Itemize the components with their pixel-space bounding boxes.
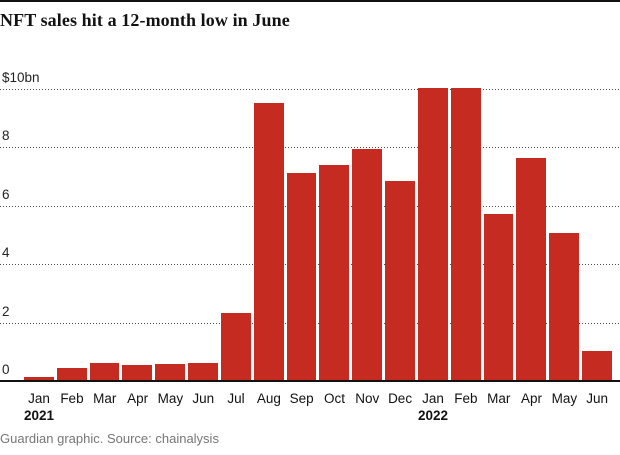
y-axis-tick-label: $10bn: [2, 70, 40, 85]
x-axis-label-feb-2021: Feb: [57, 391, 87, 423]
x-axis-month-label: Sep: [289, 391, 314, 406]
x-axis-label-jan-2022: Jan 2022: [418, 391, 448, 423]
x-axis-label-jul-2021: Jul: [221, 391, 251, 423]
x-axis-month-label: Jul: [227, 391, 245, 406]
x-axis-month-label: Apr: [521, 391, 543, 406]
x-axis-label-may-2022: May: [549, 391, 579, 423]
x-axis-month-label: Oct: [323, 391, 345, 406]
x-axis-label-aug-2021: Aug: [254, 391, 284, 423]
bar-series: [24, 88, 612, 380]
x-axis-month-label: Mar: [487, 391, 511, 406]
bar-jan-2022: [417, 88, 448, 380]
y-axis-tick-label: 8: [2, 128, 10, 144]
top-rule: [0, 0, 620, 2]
bar-mar-2021: [89, 362, 120, 380]
x-axis-label-jun-2021: Jun: [188, 391, 218, 423]
bar-feb-2022: [450, 88, 481, 380]
x-axis-year-label: 2021: [24, 408, 55, 423]
x-axis-month-label: May: [551, 391, 578, 406]
x-axis-month-label: Apr: [127, 391, 149, 406]
bar-apr-2021: [122, 365, 153, 380]
bar-apr-2022: [516, 158, 547, 380]
bar-may-2022: [549, 232, 580, 380]
x-axis-label-jun-2022: Jun: [582, 391, 612, 423]
x-axis-label-jan-2021: Jan 2021: [24, 391, 54, 423]
x-axis-label-dec-2021: Dec: [385, 391, 415, 423]
bar-aug-2021: [253, 102, 284, 380]
y-axis-tick-label: 0: [2, 362, 10, 377]
bar-nov-2021: [352, 149, 383, 380]
bar-jun-2022: [582, 350, 612, 380]
bar-jan-2021: [24, 377, 54, 380]
x-axis-month-label: Mar: [93, 391, 117, 406]
x-axis-label-mar-2021: Mar: [90, 391, 120, 423]
x-axis-month-label: Feb: [60, 391, 84, 406]
x-axis-month-label: Aug: [256, 391, 281, 406]
x-axis-month-label: Dec: [388, 391, 413, 406]
plot-area: $10bn 8 6 4 2 0: [0, 70, 620, 382]
chart-title: NFT sales hit a 12-month low in June: [0, 10, 290, 30]
x-axis-month-label: Jun: [586, 391, 609, 406]
bar-sep-2021: [286, 172, 317, 380]
gridline-8: [0, 147, 620, 149]
y-axis-tick-label: 6: [2, 186, 10, 202]
x-axis-month-label: Jun: [192, 391, 215, 406]
x-axis-label-mar-2022: Mar: [484, 391, 514, 423]
x-axis-month-label: Jan: [28, 391, 50, 406]
bar-oct-2021: [319, 165, 350, 380]
x-axis-month-label: Jan: [422, 391, 444, 406]
y-axis-tick-label: 4: [2, 245, 10, 261]
bar-dec-2021: [385, 181, 415, 380]
x-axis-label-apr-2022: Apr: [517, 391, 547, 423]
x-axis-label-sep-2021: Sep: [287, 391, 317, 423]
bar-mar-2022: [483, 213, 514, 380]
x-axis-month-label: Nov: [355, 391, 380, 406]
x-axis: Jan 2021 Feb Mar Apr May Jun Jul Aug Sep Oct Nov Dec…: [24, 391, 612, 423]
x-axis-year-label: 2022: [417, 408, 449, 423]
x-axis-month-label: Feb: [454, 391, 478, 406]
x-axis-label-nov-2021: Nov: [352, 391, 382, 423]
x-axis-month-label: May: [157, 391, 184, 406]
bar-feb-2021: [56, 368, 87, 380]
source-note: Guardian graphic. Source: chainalysis: [0, 431, 219, 446]
bar-jun-2021: [188, 362, 218, 380]
bar-jul-2021: [220, 312, 251, 380]
x-axis-label-may-2021: May: [155, 391, 185, 423]
x-axis-label-oct-2021: Oct: [320, 391, 350, 423]
x-axis-label-apr-2021: Apr: [123, 391, 153, 423]
gridline-10: [0, 89, 620, 90]
y-axis-tick-label: 2: [2, 303, 10, 319]
bar-may-2021: [155, 363, 186, 380]
x-axis-baseline: [0, 380, 620, 382]
x-axis-label-feb-2022: Feb: [451, 391, 481, 423]
